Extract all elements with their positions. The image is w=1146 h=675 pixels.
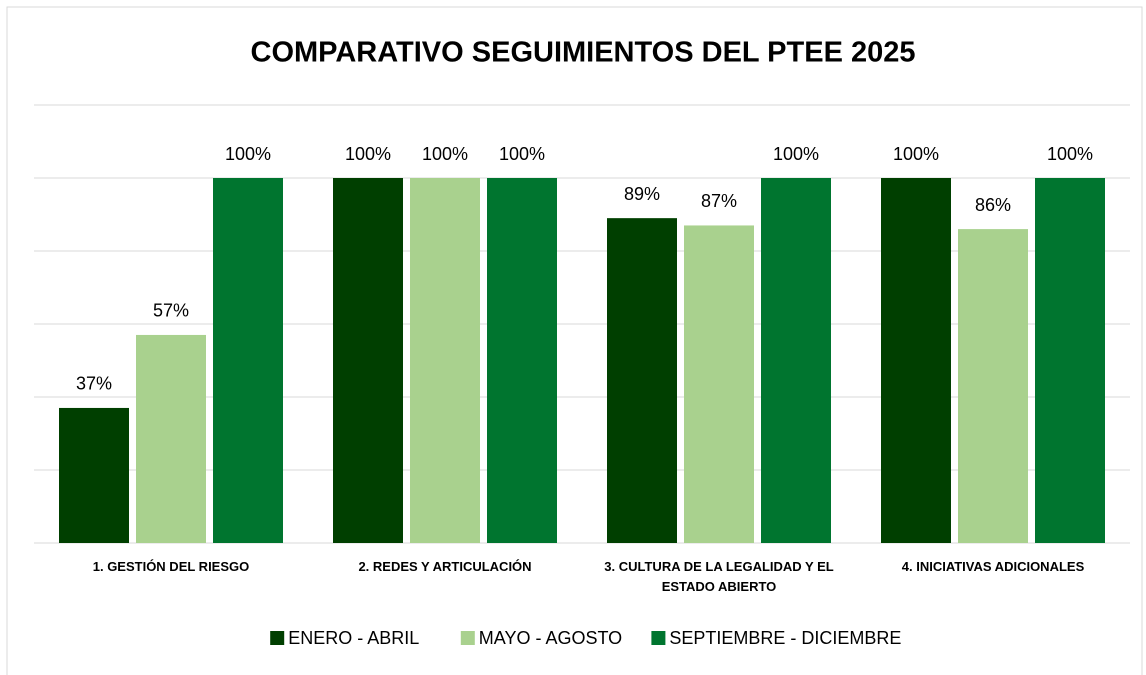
data-label: 57% <box>153 301 189 321</box>
data-label: 100% <box>225 144 271 164</box>
legend-label: MAYO - AGOSTO <box>479 628 622 648</box>
data-label: 89% <box>624 184 660 204</box>
data-label: 86% <box>975 195 1011 215</box>
bar <box>213 178 283 543</box>
data-label: 100% <box>893 144 939 164</box>
bar <box>59 407 129 543</box>
bar <box>958 229 1028 543</box>
legend-label: ENERO - ABRIL <box>288 628 419 648</box>
bar <box>684 225 754 543</box>
bar <box>1035 178 1105 543</box>
x-tick-label: 2. REDES Y ARTICULACIÓN <box>358 559 532 574</box>
bar <box>607 218 677 543</box>
x-tick-label: 4. INICIATIVAS ADICIONALES <box>901 559 1085 574</box>
data-label: 100% <box>499 144 545 164</box>
data-label: 100% <box>345 144 391 164</box>
bar <box>136 334 206 543</box>
bar <box>761 178 831 543</box>
bar <box>410 178 480 543</box>
legend-label: SEPTIEMBRE - DICIEMBRE <box>669 628 901 648</box>
data-label: 100% <box>1047 144 1093 164</box>
data-label: 37% <box>76 374 112 394</box>
legend-swatch <box>651 631 666 645</box>
bar <box>333 178 403 543</box>
legend-swatch <box>460 631 475 645</box>
x-tick-label: 3. CULTURA DE LA LEGALIDAD Y EL ESTADO A… <box>604 559 834 594</box>
bar <box>881 178 951 543</box>
x-tick-label: 1. GESTIÓN DEL RIESGO <box>92 559 250 574</box>
data-label: 87% <box>701 191 737 211</box>
legend-swatch <box>270 631 285 645</box>
chart-title: COMPARATIVO SEGUIMIENTOS DEL PTEE 2025 <box>251 37 916 69</box>
data-label: 100% <box>422 144 468 164</box>
bar <box>487 178 557 543</box>
data-label: 100% <box>773 144 819 164</box>
